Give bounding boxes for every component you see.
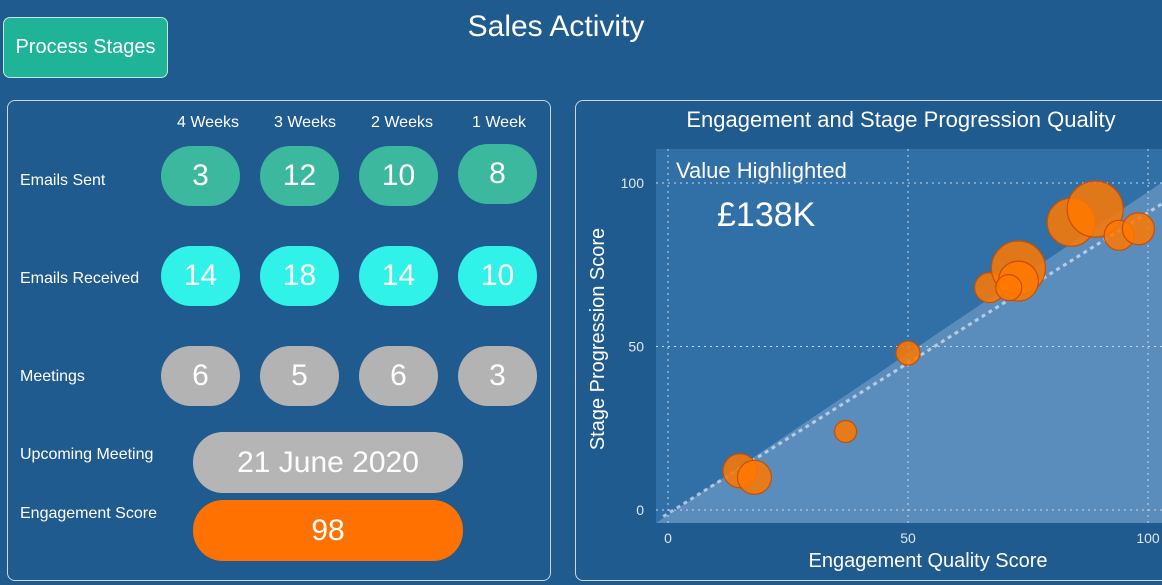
emails-sent-3-weeks: 12 — [260, 146, 339, 206]
meetings-label: Meetings — [20, 368, 85, 385]
x-tick-label: 50 — [900, 530, 916, 546]
scatter-chart: 0 50 100 0 50 100 Engagement and Stage Progres… — [587, 107, 1162, 572]
highlight-label: Value Highlighted — [676, 158, 847, 183]
emails-received-2-weeks: 14 — [359, 246, 438, 306]
x-tick-label: 100 — [1136, 530, 1160, 546]
activity-panel: 4 Weeks 3 Weeks 2 Weeks 1 Week Emails Se… — [7, 100, 551, 581]
emails-received-3-weeks: 18 — [260, 246, 339, 306]
chart-title: Engagement and Stage Progression Quality — [686, 107, 1115, 132]
column-header-3-weeks: 3 Weeks — [274, 114, 336, 131]
emails-sent-2-weeks: 10 — [359, 146, 438, 206]
meetings-2-weeks: 6 — [359, 346, 438, 406]
upcoming-meeting-label: Upcoming Meeting — [20, 446, 154, 463]
data-point — [1121, 212, 1156, 246]
emails-sent-1-week: 8 — [458, 144, 537, 204]
emails-received-label: Emails Received — [20, 270, 140, 287]
data-point — [995, 274, 1023, 302]
y-tick-label: 0 — [636, 502, 644, 518]
x-tick-label: 0 — [664, 530, 672, 546]
column-header-1-week: 1 Week — [472, 114, 526, 131]
process-stages-button[interactable]: Process Stages — [3, 17, 168, 78]
emails-sent-4-weeks: 3 — [161, 146, 240, 206]
data-point — [1066, 180, 1124, 238]
emails-received-1-week: 10 — [458, 246, 537, 306]
meetings-1-week: 3 — [458, 346, 537, 406]
engagement-score-value: 98 — [193, 500, 463, 561]
data-point — [736, 459, 772, 495]
data-point — [834, 419, 858, 444]
chart-panel: 0 50 100 0 50 100 Engagement and Stage Progres… — [575, 100, 1162, 581]
column-header-2-weeks: 2 Weeks — [371, 114, 433, 131]
page-title: Sales Activity — [467, 10, 645, 43]
upcoming-meeting-date: 21 June 2020 — [193, 432, 463, 493]
x-axis-label: Engagement Quality Score — [808, 550, 1047, 572]
emails-sent-label: Emails Sent — [20, 172, 106, 189]
meetings-3-weeks: 5 — [260, 346, 339, 406]
column-header-4-weeks: 4 Weeks — [177, 114, 239, 131]
trend-line — [662, 202, 1162, 518]
y-tick-label: 100 — [621, 175, 645, 191]
engagement-score-label: Engagement Score — [20, 505, 157, 522]
data-point — [895, 340, 921, 366]
highlight-value: £138K — [717, 196, 816, 234]
y-tick-label: 50 — [628, 339, 644, 355]
y-axis-label: Stage Progression Score — [587, 228, 609, 450]
meetings-4-weeks: 6 — [161, 346, 240, 406]
emails-received-4-weeks: 14 — [161, 246, 240, 306]
